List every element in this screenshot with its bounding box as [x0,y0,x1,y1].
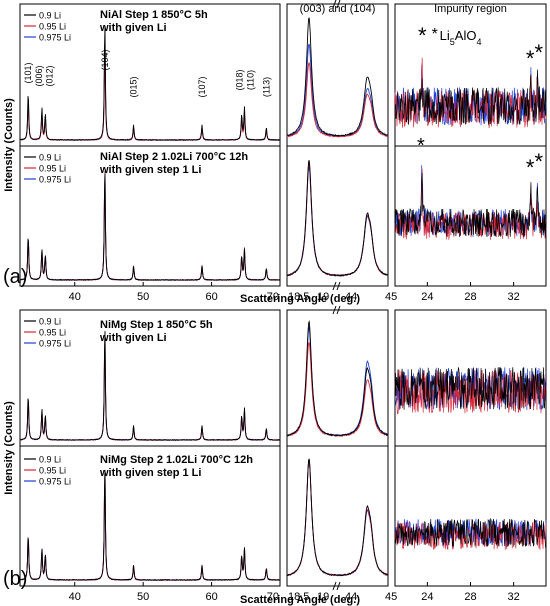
b1-zoom-line-0 [286,320,389,437]
a1-chart-title: with given Li [99,22,167,34]
zoom-tick-label: 45 [385,591,397,603]
a1-legend-label: 0.9 Li [39,11,61,21]
impurity-asterisk: * [534,149,543,174]
b1-zoom-line-1 [286,342,389,437]
b1-noise-line-0 [394,367,547,411]
x-tick-label: 60 [205,291,217,303]
axis-break-mark [336,305,341,315]
a1-legend-label: 0.975 Li [39,33,71,43]
axis-break-mark [332,581,337,591]
a2-series-line-0 [19,173,281,281]
b1-legend-label: 0.9 Li [39,317,61,327]
x-tick-label: 70 [267,591,279,603]
plot-frame [286,3,389,287]
b2-legend-label: 0.9 Li [39,455,61,465]
a2-legend-label: 0.975 Li [39,175,71,185]
zoom-tick-label: 18.5 [288,291,309,303]
axis-break-mark [336,0,341,9]
x-tick-label: 50 [137,591,149,603]
section-a-label: (a) [3,266,28,288]
a2-noise-line-0 [394,172,547,238]
peak-index-label: (113) [261,77,271,97]
peak-index-label: (012) [44,65,54,86]
a2-legend-label: 0.95 Li [39,164,66,174]
axis-break-mark [332,281,337,291]
a1-noise-line-0 [394,69,547,125]
plot-frame [19,309,281,587]
b2-legend-label: 0.975 Li [39,477,71,487]
impurity-asterisk: * [526,46,535,71]
a1-legend-label: 0.95 Li [39,22,66,32]
impurity-tick-label: 28 [464,291,476,303]
zoom-tick-label: 44 [345,591,357,603]
axis-break-mark [332,0,337,9]
a2-chart-title: with given step 1 Li [99,164,201,176]
b2-legend-label: 0.95 Li [39,466,66,476]
impurity-tick-label: 24 [421,291,433,303]
a2-chart-title: NiAl Step 2 1.02Li 700°C 12h [100,151,248,163]
zoom-panel-title: (003) and (104) [300,3,376,15]
impurity-asterisk: * [417,135,425,157]
impurity-tick-label: 32 [508,291,520,303]
x-tick-label: 50 [137,291,149,303]
zoom-tick-label: 19 [317,591,329,603]
y-axis-label-a: Intensity (Counts) [3,98,15,192]
a2-legend-label: 0.9 Li [39,153,61,163]
b2-zoom-line-0 [286,458,389,577]
zoom-tick-label: 19 [317,291,329,303]
x-axis-label-b: Scattering Angle (deg.) [240,594,360,606]
peak-index-label: (107) [197,76,207,97]
axis-break-mark [332,305,337,315]
impurity-tick-label: 24 [421,591,433,603]
axis-break-mark [336,581,341,591]
zoom-tick-label: 18.5 [288,591,309,603]
b1-legend-label: 0.975 Li [39,339,71,349]
section-b-label: (b) [3,568,28,590]
b1-legend-label: 0.95 Li [39,328,66,338]
impurity-tick-label: 32 [508,591,520,603]
impurity-asterisk: * [418,23,427,48]
impurity-asterisk: * [526,155,535,180]
peak-index-label: (018) [235,69,245,90]
x-tick-label: 40 [69,291,81,303]
axis-break-mark [336,281,341,291]
b2-noise-line-0 [394,517,547,548]
b2-chart-title: with given step 1 Li [99,467,201,479]
impurity-tick-label: 28 [464,591,476,603]
a1-chart-title: NiAl Step 1 850°C 5h [100,9,208,21]
peak-index-label: (101) [23,62,33,83]
a1-zoom-line-0 [286,17,389,137]
a1-series-line-0 [19,26,281,141]
peak-index-label: (006) [34,65,44,86]
a2-zoom-line-0 [286,159,389,277]
peak-index-label: (110) [245,70,255,90]
peak-index-label: (104) [100,49,110,70]
x-axis-label-a: Scattering Angle (deg.) [240,293,360,305]
plot-frame [19,3,281,287]
impurity-asterisk: * [432,26,438,43]
b2-series-line-0 [20,470,281,582]
zoom-tick-label: 45 [385,291,397,303]
x-tick-label: 70 [267,291,279,303]
a2-zoom-line-2 [286,164,389,277]
y-axis-label-b: Intensity (Counts) [3,401,15,495]
plot-frame [286,309,389,587]
zoom-tick-label: 44 [345,291,357,303]
b2-chart-title: NiMg Step 2 1.02Li 700°C 12h [100,454,253,466]
b1-chart-title: NiMg Step 1 850°C 5h [100,319,213,331]
x-tick-label: 40 [69,591,81,603]
impurity-annotation: Li5AlO4 [440,28,482,47]
b1-chart-title: with given Li [99,332,167,344]
impurity-asterisk: * [534,40,543,65]
impurity-panel-title: Impurity region [434,3,507,15]
peak-index-label: (015) [129,76,139,97]
x-tick-label: 60 [205,591,217,603]
a1-zoom-line-2 [286,43,389,138]
b1-series-line-0 [19,331,281,442]
a1-zoom-line-1 [286,62,389,138]
